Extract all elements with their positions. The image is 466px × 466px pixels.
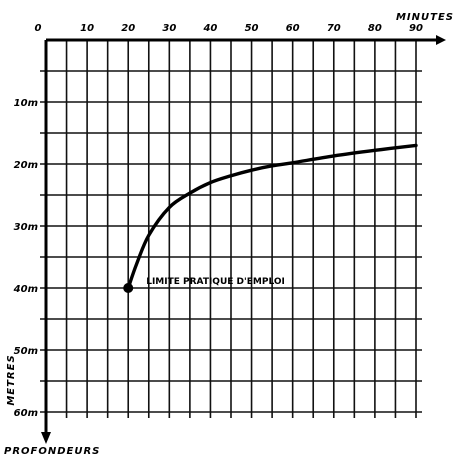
y-tick-label: 20m [14,160,38,171]
x-tick-label: 0 [35,23,42,34]
x-tick-label: 60 [286,23,300,34]
y-axis-arrow [41,432,51,444]
tick-labels: 0 10 20 30 40 50 60 70 80 90 10m 20m 30m 40m 50m 60m [13,23,423,419]
grid [40,40,422,418]
x-tick-label: 50 [245,23,259,34]
series-layer [123,143,418,293]
y-axis-subtitle: PROFONDEURS [4,446,100,457]
x-axis-title: MINUTES [396,12,454,23]
y-tick-label: 30m [14,222,38,233]
y-tick-label: 40m [13,284,38,295]
x-tick-label: 80 [368,23,382,34]
y-tick-label: 50m [14,346,38,357]
series-line [126,143,418,290]
y-tick-label: 10m [14,98,38,109]
annotation-limite-pratique: LIMITE PRATIQUE D'EMPLOI [146,277,285,287]
axes [41,35,446,444]
x-tick-label: 70 [327,23,341,34]
x-tick-label: 10 [80,23,94,34]
y-tick-label: 60m [14,408,38,419]
x-tick-label: 30 [162,23,176,34]
x-tick-label: 90 [409,23,423,34]
x-tick-label: 40 [202,23,217,34]
y-axis-title: METRES [6,354,17,405]
x-tick-label: 20 [121,23,135,34]
limit-point [123,283,134,293]
x-axis-arrow [436,35,446,45]
